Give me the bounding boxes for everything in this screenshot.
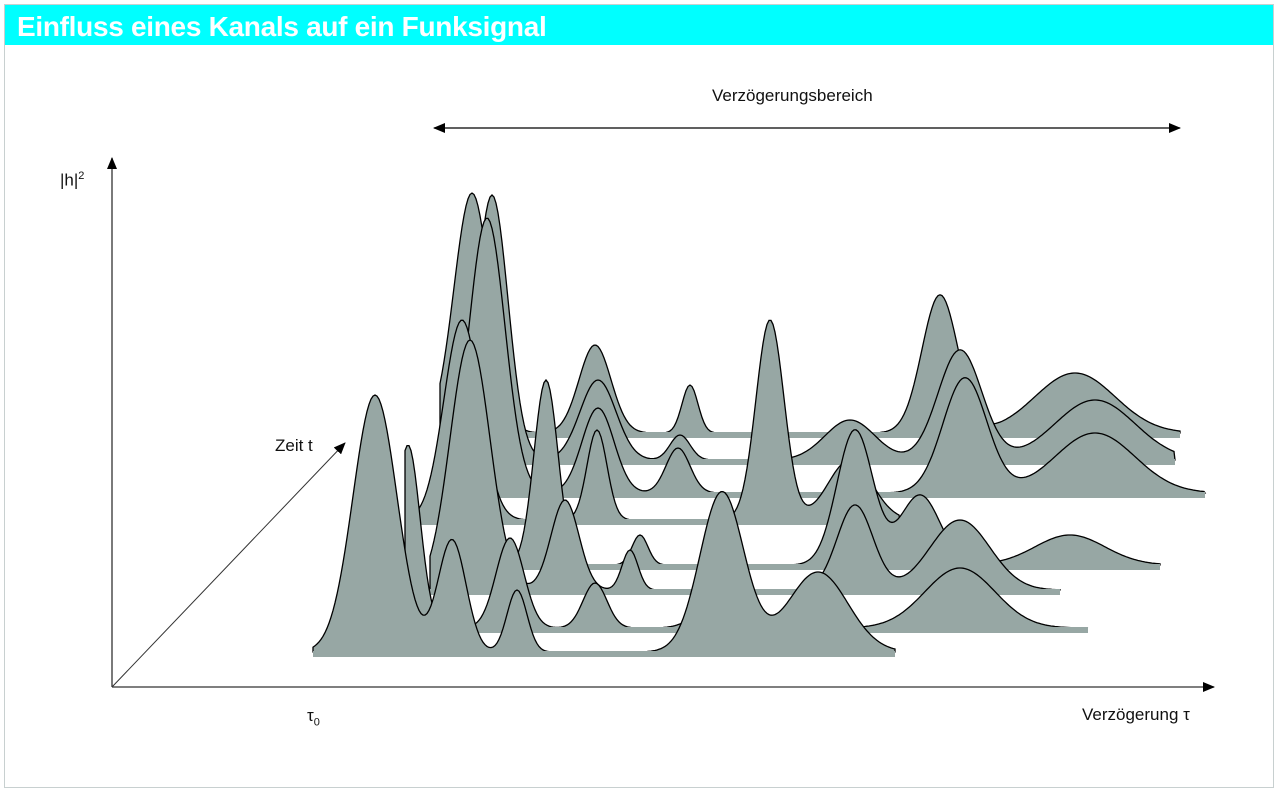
impulse-response-ridge-2: [469, 194, 1176, 461]
page-frame: [4, 4, 1274, 788]
page-title: Einfluss eines Kanals auf ein Funksignal: [17, 11, 547, 42]
y-axis-label-text: |h|: [60, 170, 79, 190]
x-axis-label: Verzögerung τ: [1082, 705, 1190, 724]
ridge-base-band: [440, 432, 1180, 438]
impulse-response-ridges: [312, 192, 1207, 657]
y-axis-exponent: 2: [78, 170, 85, 182]
title-bar: Einfluss eines Kanals auf ein Funksignal: [5, 5, 1273, 45]
origin-label: τ0: [307, 706, 320, 728]
ridge-base-band: [313, 651, 895, 657]
delay-range-label: Verzögerungsbereich: [712, 86, 873, 105]
ridge-base-band: [470, 459, 1175, 465]
origin-label-text: τ: [307, 706, 314, 725]
time-axis: [111, 442, 346, 688]
time-axis-label: Zeit t: [275, 436, 313, 455]
origin-subscript: 0: [313, 716, 320, 729]
y-axis-label: |h|2: [60, 170, 84, 191]
ridge-base-band: [415, 519, 900, 525]
